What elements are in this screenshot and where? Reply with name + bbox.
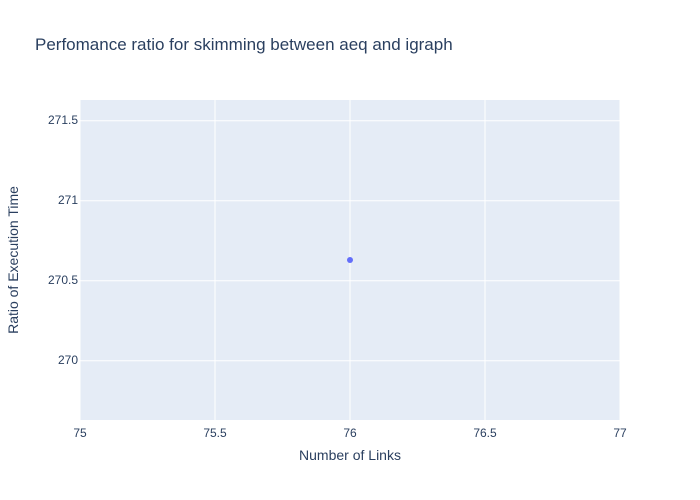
y-tick-label: 271 (58, 193, 78, 207)
y-tick-label: 270.5 (48, 273, 78, 287)
x-axis-label: Number of Links (299, 447, 401, 463)
y-axis-label: Ratio of Execution Time (5, 186, 21, 334)
x-tick-label: 77 (613, 426, 627, 440)
grid-lines (79, 100, 621, 420)
y-tick-label: 271.5 (48, 113, 78, 127)
chart-title: Perfomance ratio for skimming between ae… (35, 35, 453, 54)
y-axis-ticks: 270 270.5 271 271.5 (48, 113, 78, 367)
data-points (347, 257, 353, 263)
x-tick-label: 76.5 (473, 426, 497, 440)
data-point[interactable] (347, 257, 353, 263)
x-tick-label: 75.5 (203, 426, 227, 440)
x-axis-ticks: 75 75.5 76 76.5 77 (73, 426, 627, 440)
y-tick-label: 270 (58, 353, 78, 367)
x-tick-label: 76 (343, 426, 357, 440)
x-tick-label: 75 (73, 426, 87, 440)
